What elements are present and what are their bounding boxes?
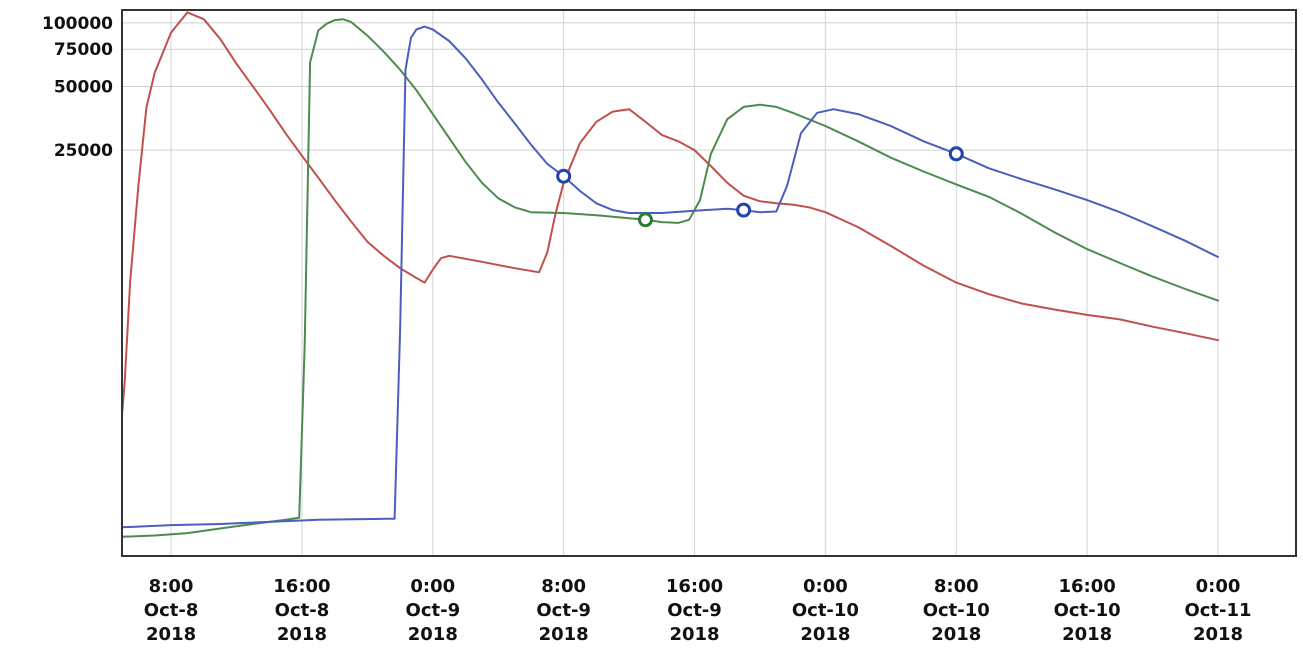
x-tick-label-line: Oct-9 [536, 600, 591, 621]
x-tick-label: 0:00 Oct-10 2018 [792, 576, 859, 645]
x-tick-label-line: 2018 [800, 624, 850, 645]
x-tick-label-line: 2018 [931, 624, 981, 645]
series-marker [556, 168, 572, 184]
x-tick-label-line: 0:00 [410, 576, 455, 597]
x-tick-label-line: 8:00 [149, 576, 194, 597]
x-tick-label: 0:00 Oct-11 2018 [1184, 576, 1251, 645]
x-tick-label-line: 0:00 [1196, 576, 1241, 597]
series-line-3 [121, 25, 1219, 529]
x-tick-label-line: Oct-8 [275, 600, 330, 621]
x-tick-label-line: 2018 [277, 624, 327, 645]
x-tick-label-line: 16:00 [666, 576, 723, 597]
x-tick-label-line: 2018 [539, 624, 589, 645]
x-tick-label: 16:00 Oct-9 2018 [666, 576, 723, 645]
series-markers [556, 146, 964, 228]
plot-frame [121, 9, 1297, 557]
x-tick-label: 8:00 Oct-9 2018 [536, 576, 591, 645]
series-marker [736, 202, 752, 218]
series-line-2 [121, 18, 1219, 538]
x-tick-label-line: 0:00 [803, 576, 848, 597]
x-tick-label: 16:00 Oct-8 2018 [273, 576, 330, 645]
grid [122, 10, 1296, 556]
x-tick-label-line: 8:00 [934, 576, 979, 597]
y-tick-label: 100000 [42, 14, 113, 34]
x-tick-label-line: 2018 [1193, 624, 1243, 645]
x-tick-label-line: 16:00 [1058, 576, 1115, 597]
y-tick-label: 25000 [54, 141, 113, 161]
x-tick-label: 8:00 Oct-10 2018 [923, 576, 990, 645]
y-tick-label: 50000 [54, 77, 113, 97]
x-tick-label-line: 2018 [669, 624, 719, 645]
x-tick-label-line: Oct-11 [1184, 600, 1251, 621]
x-tick-label-line: Oct-10 [923, 600, 990, 621]
series-marker [637, 212, 653, 228]
series-marker [948, 146, 964, 162]
x-tick-label-line: Oct-8 [144, 600, 199, 621]
x-tick-label-line: 2018 [146, 624, 196, 645]
x-tick-label-line: 2018 [408, 624, 458, 645]
series-line-1 [121, 11, 1219, 416]
x-tick-label: 16:00 Oct-10 2018 [1054, 576, 1121, 645]
x-tick-label: 8:00 Oct-8 2018 [144, 576, 199, 645]
x-tick-label-line: Oct-9 [406, 600, 461, 621]
x-tick-label: 0:00 Oct-9 2018 [406, 576, 461, 645]
x-tick-label-line: 8:00 [541, 576, 586, 597]
x-tick-label-line: Oct-10 [1054, 600, 1121, 621]
x-tick-label-line: Oct-9 [667, 600, 722, 621]
y-tick-label: 75000 [54, 40, 113, 60]
x-tick-label-line: Oct-10 [792, 600, 859, 621]
series-lines [121, 11, 1219, 538]
x-axis-ticks: 8:00 Oct-8 2018 16:00 Oct-8 2018 0:00 Oct-9 2018… [144, 576, 1252, 645]
y-axis-ticks: 100000 75000 50000 25000 [42, 14, 113, 161]
x-tick-label-line: 2018 [1062, 624, 1112, 645]
x-tick-label-line: 16:00 [273, 576, 330, 597]
